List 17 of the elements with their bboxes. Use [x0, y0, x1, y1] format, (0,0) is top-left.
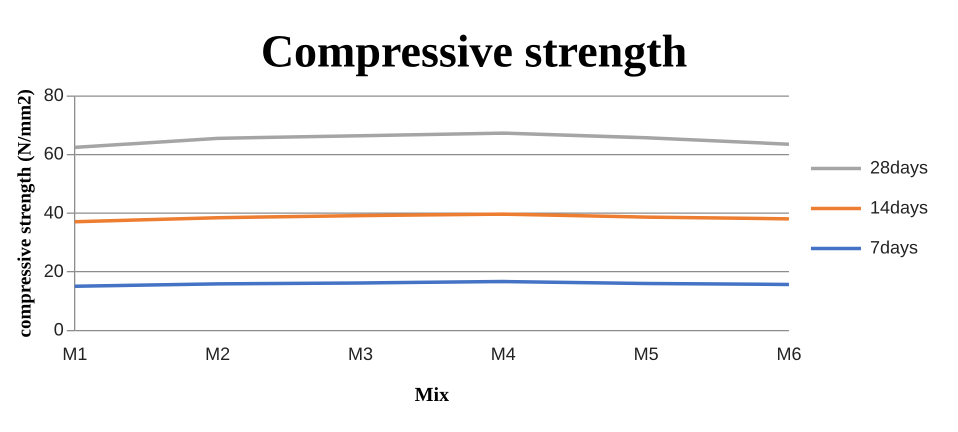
legend-label: 14days	[870, 197, 928, 218]
y-tick-label: 20	[44, 260, 64, 281]
x-tick-label: M3	[348, 344, 373, 364]
x-tick-label: M6	[776, 344, 802, 364]
legend-label: 7days	[870, 237, 918, 258]
x-tick-label: M2	[205, 344, 230, 364]
y-axis-title: compressive strength (N/mm2)	[14, 89, 36, 338]
x-axis-title: Mix	[414, 384, 450, 406]
y-tick-label: 80	[44, 85, 64, 106]
y-tick-label: 60	[44, 144, 64, 164]
x-tick-label: M5	[634, 344, 659, 364]
y-tick-label: 40	[44, 202, 64, 222]
x-tick-label: M4	[490, 344, 516, 364]
chart-title: Compressive strength	[260, 25, 688, 78]
legend-label: 28days	[870, 157, 928, 178]
x-tick-label: M1	[62, 344, 88, 364]
y-tick-label: 0	[54, 319, 64, 340]
